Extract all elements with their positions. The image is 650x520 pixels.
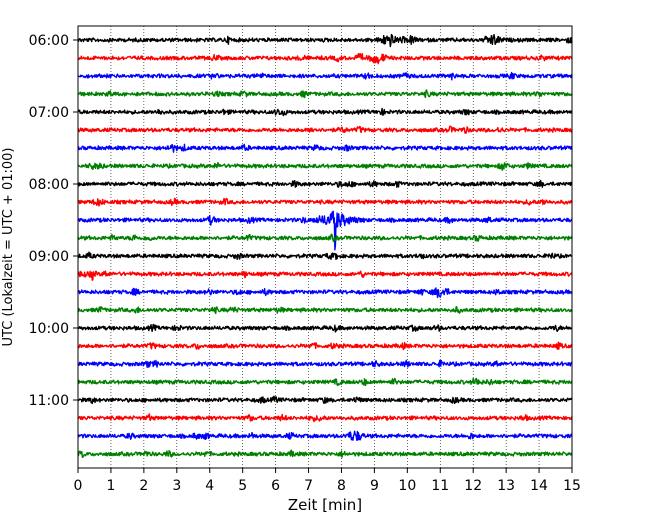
- x-tick-label: 14: [530, 478, 548, 494]
- seismogram-trace: [77, 251, 573, 261]
- y-axis-label: UTC (Lokalzeit = UTC + 01:00): [1, 148, 16, 347]
- seismogram-trace: [77, 341, 573, 351]
- x-tick-label: 10: [398, 478, 416, 494]
- x-tick-label: 9: [370, 478, 379, 494]
- seismogram-trace: [77, 210, 573, 251]
- x-tick-label: 6: [271, 478, 280, 494]
- seismogram-trace: [77, 107, 573, 117]
- seismogram-trace: [77, 143, 573, 153]
- x-tick-label: 2: [139, 478, 148, 494]
- seismogram-trace: [77, 413, 573, 423]
- x-tick-label: 5: [238, 478, 247, 494]
- seismogram-trace: [77, 162, 573, 171]
- seismogram-trace: [77, 270, 573, 281]
- x-tick-label: 4: [205, 478, 214, 494]
- seismogram-trace: [77, 323, 573, 333]
- x-tick-label: 7: [304, 478, 313, 494]
- x-tick-label: 3: [172, 478, 181, 494]
- seismogram-trace: [77, 52, 573, 65]
- x-axis-label: Zeit [min]: [288, 496, 362, 514]
- seismogram-traces: [77, 33, 573, 459]
- seismogram-trace: [77, 395, 573, 405]
- y-tick-label: 11:00: [29, 393, 69, 409]
- x-tick-label: 0: [74, 478, 83, 494]
- seismogram-trace: [77, 359, 573, 369]
- seismogram-trace: [77, 197, 573, 207]
- y-axis: 06:00 07:00 08:00 09:00 10:00 11:00: [29, 33, 78, 409]
- seismogram-trace: [77, 233, 573, 243]
- x-axis: 0 1 2 3 4 5 6 7 8 9 10 11 12 13 14 15: [74, 468, 581, 494]
- y-tick-label: 06:00: [29, 33, 69, 49]
- x-tick-label: 1: [106, 478, 115, 494]
- seismogram-trace: [77, 287, 573, 299]
- seismogram-trace: [77, 377, 573, 387]
- seismogram-trace: [77, 305, 573, 315]
- seismogram-trace: [77, 89, 573, 99]
- x-tick-label: 13: [497, 478, 515, 494]
- x-tick-label: 15: [563, 478, 581, 494]
- seismogram-trace: [77, 449, 573, 459]
- y-tick-label: 08:00: [29, 177, 69, 193]
- seismogram-trace: [77, 179, 573, 188]
- plot-frame: [77, 25, 573, 469]
- y-tick-label: 09:00: [29, 249, 69, 265]
- seismogram-trace: [77, 71, 573, 81]
- seismogram-trace: [77, 33, 573, 48]
- x-tick-label: 8: [337, 478, 346, 494]
- y-tick-label: 07:00: [29, 105, 69, 121]
- seismogram-trace: [77, 430, 573, 441]
- seismogram-trace: [77, 125, 573, 134]
- x-tick-label: 12: [464, 478, 482, 494]
- y-tick-label: 10:00: [29, 321, 69, 337]
- x-tick-label: 11: [431, 478, 449, 494]
